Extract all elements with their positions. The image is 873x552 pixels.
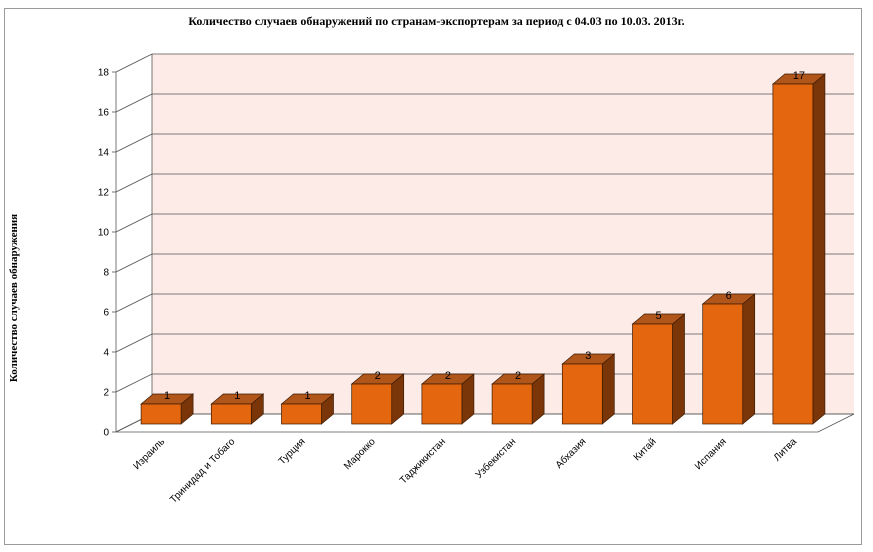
category-label: Абхазия <box>553 436 588 471</box>
bar <box>561 353 616 425</box>
data-label: 2 <box>515 370 521 382</box>
gridline-side <box>115 133 153 153</box>
gridline-side <box>115 333 153 353</box>
bar-side <box>742 293 756 425</box>
data-label: 1 <box>164 390 170 402</box>
y-tick-label: 18 <box>98 68 110 79</box>
y-tick-label: 16 <box>98 108 110 119</box>
data-label: 17 <box>793 70 805 82</box>
category-label: Таджикистан <box>398 436 448 486</box>
gridline-side <box>115 253 153 273</box>
data-label: 5 <box>655 310 661 322</box>
y-tick-label: 12 <box>98 188 110 199</box>
y-tick-label: 8 <box>103 268 109 279</box>
bar-front <box>351 383 393 425</box>
bar-front <box>632 323 673 425</box>
category-label: Китай <box>632 436 659 463</box>
category-labels: Израиль Тринидад и Тобаго Турция Марокко Тад… <box>131 435 799 505</box>
bar <box>631 313 686 425</box>
data-label: 6 <box>726 290 732 302</box>
bars <box>140 73 826 425</box>
gridline-side <box>115 93 153 113</box>
data-label: 1 <box>304 390 310 402</box>
y-tick-label: 10 <box>98 228 110 239</box>
y-tick-label: 4 <box>103 348 109 359</box>
gridline-side <box>115 293 153 313</box>
bar-side <box>601 353 615 425</box>
bar <box>491 373 546 425</box>
category-label: Литва <box>772 436 800 464</box>
category-label: Турция <box>277 436 308 467</box>
category-label: Марокко <box>342 436 378 472</box>
bar-front <box>210 403 252 425</box>
data-label: 2 <box>375 370 381 382</box>
bar-front <box>281 403 322 425</box>
bar-side <box>672 313 685 425</box>
bar <box>771 73 826 425</box>
bar <box>420 373 475 425</box>
category-label: Тринидад и Тобаго <box>167 435 237 505</box>
chart-title: Количество случаев обнаружений по страна… <box>188 14 685 28</box>
gridline-side <box>115 53 153 73</box>
bar-front <box>702 303 744 425</box>
gridline-side <box>115 373 153 393</box>
bar-front <box>140 403 182 425</box>
bar <box>701 293 756 425</box>
data-label: 1 <box>234 390 240 402</box>
y-tick-label: 6 <box>103 308 109 319</box>
bar <box>210 393 265 425</box>
gridline-side <box>115 173 153 193</box>
y-tick-labels: 0 2 4 6 8 10 12 14 16 18 <box>98 68 110 439</box>
bar-front <box>772 83 814 425</box>
bar <box>280 393 335 425</box>
gridline-side <box>115 213 153 233</box>
y-tick-label: 14 <box>98 148 110 159</box>
side-wall <box>116 54 152 432</box>
data-label: 3 <box>585 350 591 362</box>
category-label: Израиль <box>131 436 167 472</box>
data-labels: 1 1 1 2 2 2 3 5 6 17 <box>164 70 805 402</box>
bar-front <box>491 383 533 425</box>
bar-side <box>812 73 826 425</box>
bar <box>350 373 405 425</box>
category-label: Испания <box>693 436 729 472</box>
category-label: Узбекистан <box>473 436 518 481</box>
y-tick-label: 2 <box>103 388 109 399</box>
bar-front <box>421 383 463 425</box>
data-label: 2 <box>445 370 451 382</box>
bar-front <box>561 363 603 425</box>
y-tick-label: 0 <box>103 428 109 439</box>
bar <box>140 393 195 425</box>
